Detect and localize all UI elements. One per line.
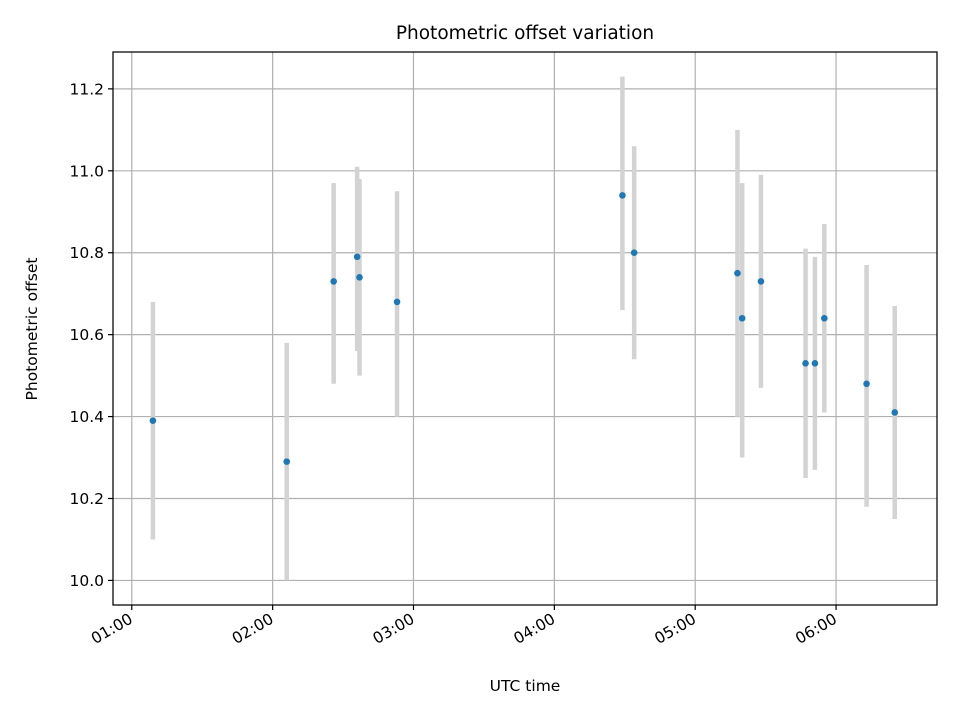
plot-area — [113, 52, 937, 605]
data-point — [863, 380, 870, 388]
plot-frame — [112, 51, 938, 606]
data-point — [619, 192, 626, 199]
y-axis-ticks: 10.0 10.2 10.4 10.6 10.8 11.0 11.2 — [69, 80, 113, 590]
data-point — [738, 314, 746, 322]
y-tick-label: 10.8 — [69, 244, 104, 262]
data-point — [356, 273, 363, 281]
data-point — [811, 360, 819, 367]
data-point — [283, 458, 291, 465]
data-point — [891, 409, 899, 416]
data-points — [149, 192, 899, 465]
data-point — [630, 249, 638, 257]
x-axis-label: UTC time — [490, 677, 561, 695]
y-tick-label: 10.4 — [69, 408, 104, 426]
y-tick-label: 10.2 — [69, 490, 104, 508]
grid — [113, 52, 937, 605]
data-point — [802, 360, 809, 367]
data-point — [149, 417, 157, 424]
data-point — [757, 278, 765, 285]
y-axis-label: Photometric offset — [23, 258, 41, 401]
y-tick-label: 10.6 — [69, 326, 104, 344]
y-tick-label: 11.0 — [69, 162, 104, 180]
data-point — [821, 314, 828, 322]
chart-title: Photometric offset variation — [396, 23, 654, 44]
y-tick-label: 11.2 — [69, 80, 104, 98]
data-point — [330, 278, 337, 285]
data-point — [734, 269, 741, 277]
data-point — [393, 298, 401, 306]
y-tick-label: 10.0 — [69, 572, 104, 590]
data-point — [353, 253, 361, 261]
